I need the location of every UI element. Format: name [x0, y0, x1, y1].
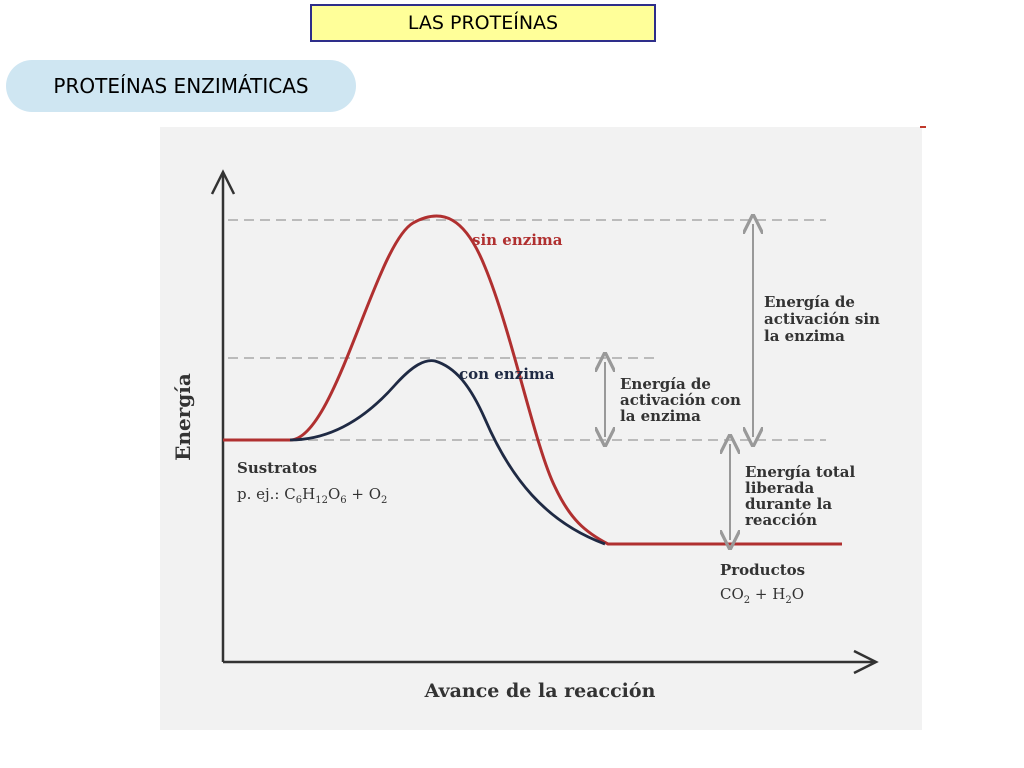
annotation-activation-without-enzyme: Energía de activación sin la enzima: [764, 293, 885, 345]
label-without-enzyme: sin enzima: [472, 231, 563, 249]
corner-mark: [920, 126, 926, 128]
annotation-activation-with-enzyme: Energía de activación con la enzima: [620, 375, 746, 425]
x-axis-label: Avance de la reacción: [424, 680, 656, 702]
reactants-title: Sustratos: [237, 459, 317, 477]
y-axis: [210, 169, 236, 662]
products-formula: CO2 + H2O: [720, 585, 804, 606]
x-axis: [223, 649, 879, 675]
page-title: LAS PROTEÍNAS: [310, 4, 656, 42]
annotation-total-energy-released: Energía total liberada durante la reacci…: [745, 463, 860, 529]
energy-diagram-svg: sin enzima con enzima Energía de activac…: [171, 169, 885, 702]
energy-diagram: sin enzima con enzima Energía de activac…: [160, 127, 922, 730]
y-axis-label: Energía: [171, 373, 195, 461]
label-with-enzyme: con enzima: [459, 365, 555, 383]
products-title: Productos: [720, 561, 805, 579]
curve-with-enzyme: [289, 359, 606, 546]
reactants-formula: p. ej.: C6H12O6 + O2: [237, 485, 387, 506]
section-subtitle: PROTEÍNAS ENZIMÁTICAS: [6, 60, 356, 112]
curve-without-enzyme: [223, 214, 842, 546]
